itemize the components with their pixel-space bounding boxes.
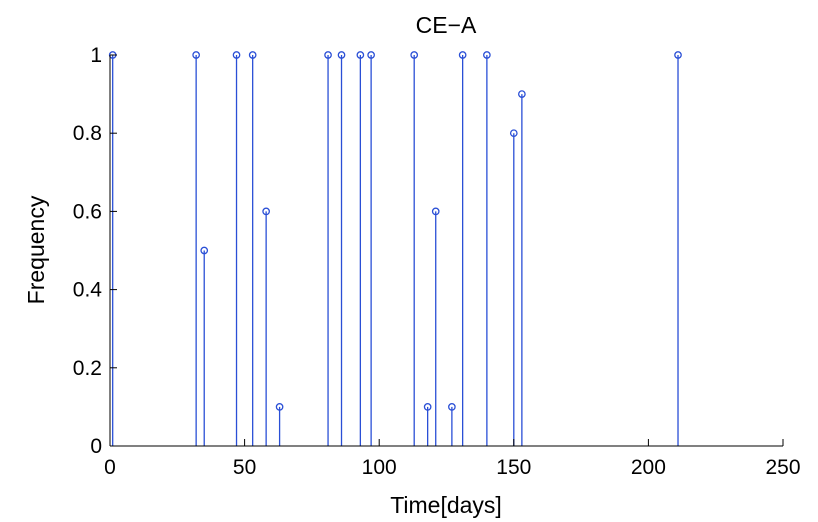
y-tick-label: 0.6: [73, 200, 102, 223]
stem-marker: [337, 51, 346, 59]
stem-16: [483, 51, 491, 446]
y-tick-label: 0.8: [73, 122, 102, 145]
x-tick-label: 50: [233, 456, 256, 479]
stem-marker: [367, 51, 375, 59]
plot-area: [110, 55, 783, 446]
stem-9: [356, 51, 365, 446]
stem-6: [275, 403, 284, 446]
stem-marker: [248, 51, 257, 59]
x-tick-label: 200: [631, 456, 666, 479]
stem-7: [324, 51, 332, 446]
stem-marker: [483, 51, 491, 59]
stem-marker: [232, 51, 241, 59]
x-tick-label: 150: [496, 456, 531, 479]
x-axis-label: Time[days]: [390, 492, 502, 518]
y-tick-label: 1: [90, 44, 102, 67]
stem-3: [232, 51, 241, 446]
stem-1: [192, 51, 200, 446]
chart-title: CE−A: [416, 12, 477, 38]
x-tick-label: 100: [362, 456, 397, 479]
stem-18: [518, 90, 526, 446]
stem-17: [509, 129, 518, 446]
stem-19: [674, 51, 682, 446]
stem-marker: [192, 51, 200, 59]
axes-group: [109, 55, 783, 447]
stem-4: [248, 51, 257, 446]
stem-13: [431, 207, 440, 446]
stem-marker: [324, 51, 332, 59]
stem-marker: [448, 403, 456, 411]
y-tick-label: 0.4: [73, 279, 103, 302]
y-tick-label: 0.2: [73, 357, 102, 380]
stem-marker: [356, 51, 365, 59]
stem-marker: [200, 246, 209, 255]
stem-11: [410, 51, 419, 446]
stem-marker: [674, 51, 682, 59]
stem-2: [200, 246, 209, 446]
x-tick-label: 250: [765, 456, 800, 479]
stem-10: [367, 51, 375, 446]
stems-group: [108, 51, 682, 446]
y-tick-label: 0: [90, 435, 102, 458]
stem-marker: [275, 403, 284, 411]
stem-marker: [458, 51, 467, 59]
stem-marker: [431, 207, 440, 216]
stem-12: [423, 403, 432, 446]
stem-marker: [423, 403, 432, 411]
stem-15: [458, 51, 467, 446]
stem-marker: [262, 207, 270, 216]
stem-14: [448, 403, 456, 446]
stem-5: [262, 207, 270, 446]
y-axis-label: Frequency: [23, 195, 49, 304]
stem-8: [337, 51, 346, 446]
stem-marker: [518, 90, 526, 98]
ticks-group: 0 50 100 150 200 250 0 0.2 0.4 0.6 0.8 1: [73, 44, 801, 479]
stem-marker: [410, 51, 419, 59]
stem-marker: [509, 129, 518, 138]
x-tick-label: 0: [104, 456, 116, 479]
